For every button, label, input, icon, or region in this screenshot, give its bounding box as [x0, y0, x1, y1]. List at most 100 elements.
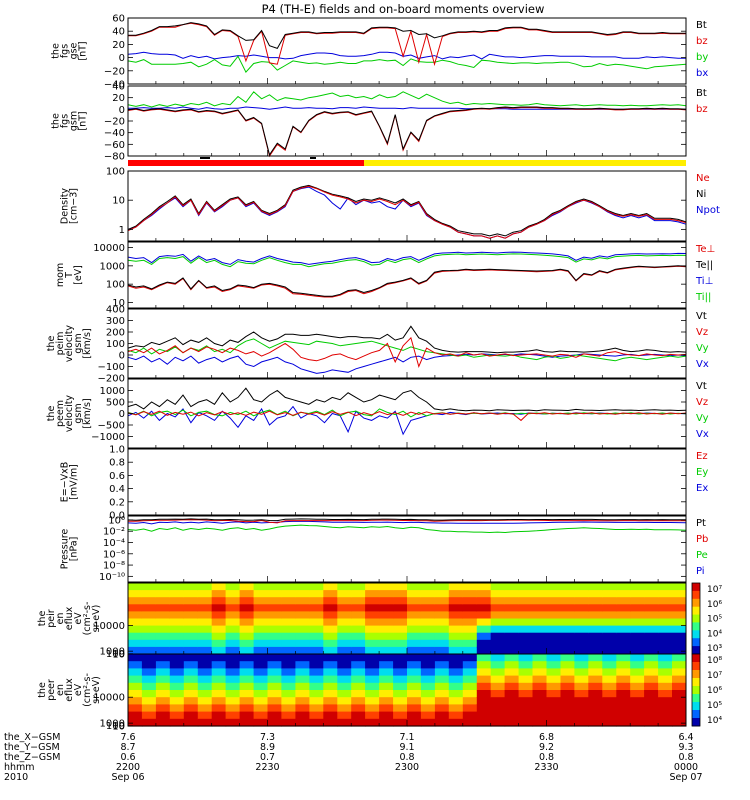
series-line-black: [127, 387, 687, 412]
x-axis-value: 0.8: [399, 752, 414, 763]
heatmap-cell: [490, 682, 506, 691]
heatmap-cell: [225, 632, 241, 641]
heatmap-cell: [407, 639, 422, 648]
heatmap-cell: [197, 583, 213, 591]
y-axis-label: eV: [73, 683, 84, 696]
heatmap-cell: [267, 618, 282, 627]
heatmap-cell: [588, 675, 603, 684]
heatmap-cell: [379, 697, 394, 705]
series-line-red: [127, 336, 687, 369]
heatmap-cell: [281, 625, 296, 634]
heatmap-cell: [141, 646, 157, 655]
heatmap-cell: [351, 690, 366, 698]
panel-density: 100 10 1 Density[cm−3] Ne Ni Npot: [60, 167, 720, 242]
heatmap-cell: [560, 690, 575, 698]
heatmap-cell: [546, 682, 561, 691]
heatmap-cell: [253, 632, 269, 641]
heatmap-cell: [211, 718, 227, 727]
heatmap-cell: [630, 583, 645, 591]
y-axis-label: E=−VxB: [60, 462, 71, 503]
heatmap-cell: [239, 661, 255, 669]
heatmap-cell: [253, 654, 269, 662]
heatmap-cell: [658, 618, 673, 627]
y-tick-label: 10⁰: [108, 515, 125, 526]
heatmap-cell: [658, 668, 673, 677]
x-axis-value: 9.2: [539, 742, 554, 753]
heatmap-cell: [323, 675, 338, 684]
colorbar-swatch: [692, 710, 700, 719]
series-line-red: [127, 410, 687, 422]
legend-entry: by: [696, 52, 708, 63]
heatmap-cell: [379, 704, 394, 713]
heatmap-cell: [574, 718, 589, 727]
heatmap-cell: [351, 583, 366, 591]
colorbar-swatch: [692, 654, 700, 663]
heatmap-cell: [588, 704, 603, 713]
heatmap-cell: [434, 639, 450, 648]
x-axis-value: 7.6: [120, 732, 135, 743]
heatmap-cell: [658, 654, 673, 662]
heatmap-cell: [393, 668, 408, 677]
y-tick-label: 10000: [93, 243, 125, 254]
heatmap-cell: [141, 597, 157, 605]
heatmap-cell: [239, 611, 255, 620]
legend-entry: Vy: [696, 343, 709, 354]
heatmap-cell: [281, 597, 296, 605]
heatmap-cell: [239, 646, 255, 655]
y-tick-label: 10: [112, 721, 125, 732]
heatmap-cell: [672, 632, 687, 641]
heatmap-cell: [588, 611, 603, 620]
heatmap-cell: [462, 711, 478, 720]
heatmap-cell: [295, 597, 310, 605]
heatmap-cell: [183, 632, 199, 641]
heatmap-cell: [462, 639, 478, 648]
heatmap-cell: [365, 718, 380, 727]
colorbar-tick-label: 10⁵: [707, 701, 722, 711]
heatmap-cell: [309, 661, 324, 669]
heatmap-cell: [658, 711, 673, 720]
heatmap-cell: [644, 618, 659, 627]
heatmap-cell: [393, 611, 408, 620]
heatmap-cell: [309, 611, 324, 620]
heatmap-cell: [462, 654, 478, 662]
heatmap-cell: [448, 646, 464, 655]
legend-entry: Ey: [696, 467, 708, 478]
heatmap-cell: [281, 654, 296, 662]
heatmap-cell: [644, 718, 659, 727]
heatmap-cell: [504, 625, 520, 634]
heatmap-cell: [672, 639, 687, 648]
colorbar-tick-label: 10⁶: [707, 600, 722, 610]
heatmap-cell: [253, 711, 269, 720]
heatmap-cell: [476, 597, 492, 605]
x-axis-row-label: the_Z−GSM: [4, 752, 60, 763]
heatmap-cell: [658, 682, 673, 691]
heatmap-cell: [155, 668, 171, 677]
heatmap-cell: [602, 590, 617, 598]
heatmap-cell: [393, 718, 408, 727]
heatmap-cell: [546, 711, 561, 720]
heatmap-cell: [393, 697, 408, 705]
heatmap-cell: [141, 604, 157, 612]
y-tick-label: 1000: [100, 647, 125, 658]
heatmap-cell: [658, 675, 673, 684]
y-tick-label: 1000: [100, 261, 125, 272]
heatmap-cell: [434, 718, 450, 727]
heatmap-cell: [504, 690, 520, 698]
heatmap-cell: [504, 718, 520, 727]
heatmap-cell: [630, 661, 645, 669]
heatmap-cell: [141, 625, 157, 634]
y-axis-label: [km/s]: [82, 328, 93, 358]
colorbar-tick-label: 10⁷: [707, 671, 722, 681]
heatmap-cell: [504, 661, 520, 669]
heatmap-cell: [155, 697, 171, 705]
heatmap-cell: [448, 639, 464, 648]
y-axis-label: [nPa]: [69, 537, 80, 562]
heatmap-cell: [379, 646, 394, 655]
heatmap-cell: [462, 646, 478, 655]
heatmap-cell: [295, 632, 310, 641]
heatmap-cell: [155, 675, 171, 684]
colorbar-frame: [691, 653, 701, 727]
heatmap-cell: [546, 597, 561, 605]
heatmap-cell: [476, 646, 492, 655]
y-axis-label: velocity: [64, 325, 75, 363]
